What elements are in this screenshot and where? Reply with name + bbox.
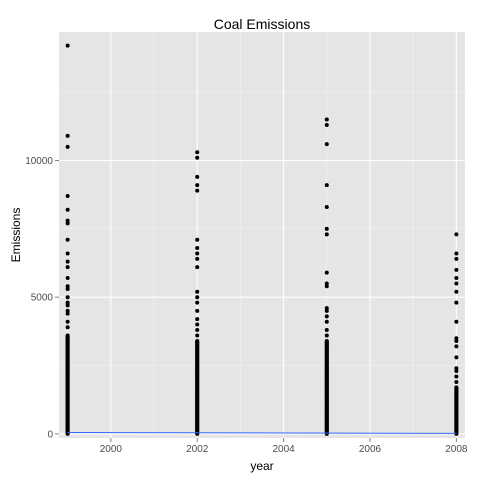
data-point	[195, 317, 200, 322]
data-point	[195, 245, 200, 250]
data-point	[454, 276, 459, 281]
data-point	[324, 284, 329, 289]
data-point	[65, 295, 70, 300]
data-point	[324, 117, 329, 122]
data-point	[195, 308, 200, 313]
data-point	[454, 366, 459, 371]
data-point	[454, 256, 459, 261]
data-point	[65, 144, 70, 149]
data-point	[65, 251, 70, 256]
data-point	[65, 218, 70, 223]
data-point	[454, 385, 459, 390]
data-point	[454, 369, 459, 374]
data-point	[324, 142, 329, 147]
trend-line	[67, 432, 457, 434]
data-point	[454, 300, 459, 305]
data-point	[195, 150, 200, 155]
data-point	[454, 355, 459, 360]
x-tick-label: 2002	[186, 444, 209, 455]
x-tick-label: 2004	[272, 444, 295, 455]
plot-panel	[59, 32, 465, 438]
major-gridlines	[59, 32, 465, 438]
x-tick-label: 2008	[445, 444, 468, 455]
data-point	[454, 374, 459, 379]
data-point	[324, 328, 329, 333]
data-point	[195, 251, 200, 256]
data-point	[65, 325, 70, 330]
data-points	[65, 43, 459, 436]
data-point	[195, 256, 200, 261]
data-point	[324, 232, 329, 237]
data-point	[195, 322, 200, 327]
data-point	[65, 300, 70, 305]
data-point	[65, 133, 70, 138]
data-point	[324, 270, 329, 275]
data-point	[65, 276, 70, 281]
data-point	[65, 308, 70, 313]
data-point	[324, 281, 329, 286]
data-point	[454, 232, 459, 237]
data-point	[454, 379, 459, 384]
data-point	[195, 328, 200, 333]
data-point	[324, 226, 329, 231]
data-point	[65, 265, 70, 270]
data-point	[195, 237, 200, 242]
data-point	[195, 183, 200, 188]
data-point	[324, 338, 329, 343]
data-point	[195, 174, 200, 179]
data-point	[65, 319, 70, 324]
data-point	[324, 183, 329, 188]
data-point	[324, 308, 329, 313]
data-point	[195, 289, 200, 294]
data-point	[324, 122, 329, 127]
data-point	[324, 314, 329, 319]
data-point	[65, 237, 70, 242]
x-tick-label: 2006	[359, 444, 382, 455]
data-point	[195, 155, 200, 160]
data-point	[454, 267, 459, 272]
data-point	[324, 333, 329, 338]
data-point	[195, 338, 200, 343]
data-point	[65, 207, 70, 212]
chart-title: Coal Emissions	[214, 16, 310, 32]
data-point	[65, 286, 70, 291]
data-point	[195, 295, 200, 300]
data-point	[65, 311, 70, 316]
data-point	[454, 344, 459, 349]
x-axis-title: year	[250, 459, 273, 473]
y-tick-label: 10000	[25, 156, 53, 167]
data-point	[65, 333, 70, 338]
y-tick-label: 5000	[31, 293, 54, 304]
y-tick-label: 0	[47, 429, 53, 440]
data-point	[65, 284, 70, 289]
data-point	[454, 289, 459, 294]
data-point	[454, 338, 459, 343]
data-point	[195, 300, 200, 305]
data-point	[454, 281, 459, 286]
x-axis-ticks: 2000 2002 2004 2006 2008	[100, 438, 468, 455]
x-tick-label: 2000	[100, 444, 123, 455]
data-point	[65, 43, 70, 48]
data-point	[65, 221, 70, 226]
data-point	[324, 319, 329, 324]
data-point	[454, 319, 459, 324]
data-point	[454, 251, 459, 256]
data-point	[65, 303, 70, 308]
data-point	[324, 204, 329, 209]
data-point	[65, 194, 70, 199]
data-point	[65, 259, 70, 264]
data-point	[195, 265, 200, 270]
data-point	[454, 336, 459, 341]
data-point	[324, 306, 329, 311]
y-axis-ticks: 0 5000 10000	[25, 156, 59, 440]
data-point	[195, 333, 200, 338]
data-point	[195, 188, 200, 193]
y-axis-title: Emissions	[9, 208, 23, 263]
